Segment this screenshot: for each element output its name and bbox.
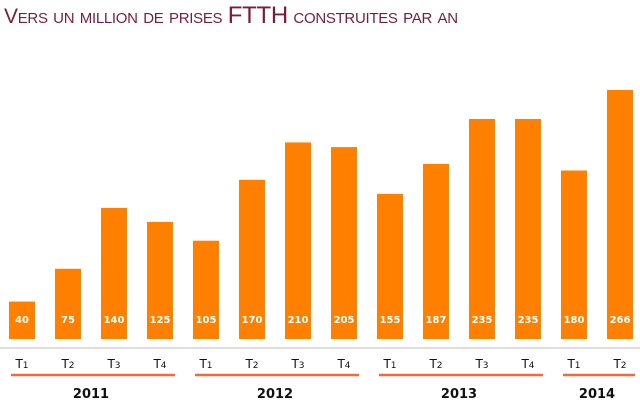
data-label: 125 <box>150 315 171 326</box>
year-label: 2014 <box>579 387 615 402</box>
chart-title: Vers un million de prises FTTH construit… <box>4 2 458 30</box>
data-label: 40 <box>15 315 29 326</box>
tick-label: T2 <box>244 357 258 371</box>
tick-label: T3 <box>474 357 488 371</box>
tick-label: T4 <box>336 357 350 371</box>
tick-label: T2 <box>60 357 74 371</box>
bar <box>377 193 403 339</box>
year-label: 2011 <box>73 387 109 402</box>
bar <box>469 119 495 339</box>
data-label: 170 <box>242 315 263 326</box>
data-label: 187 <box>426 315 447 326</box>
bar <box>285 142 311 339</box>
bar <box>423 163 449 339</box>
title-ftth: FTTH <box>227 2 288 29</box>
bar <box>101 207 127 339</box>
tick-label: T3 <box>106 357 120 371</box>
data-label: 235 <box>518 315 539 326</box>
bar <box>9 301 35 339</box>
tick-label: T4 <box>520 357 534 371</box>
bar <box>55 268 81 339</box>
data-label: 266 <box>610 315 631 326</box>
year-label: 2013 <box>441 387 477 402</box>
year-label: 2012 <box>257 387 293 402</box>
bar <box>515 119 541 339</box>
data-label: 75 <box>61 315 75 326</box>
data-label: 105 <box>196 315 217 326</box>
data-label: 235 <box>472 315 493 326</box>
bar <box>561 170 587 339</box>
tick-label: T1 <box>382 357 396 371</box>
bar <box>607 90 633 339</box>
tick-label: T2 <box>428 357 442 371</box>
tick-label: T1 <box>566 357 580 371</box>
bar <box>331 147 357 339</box>
bar <box>239 179 265 339</box>
bar <box>193 240 219 339</box>
tick-label: T1 <box>14 357 28 371</box>
title-part: Vers un million de prises <box>4 5 228 28</box>
data-label: 180 <box>564 315 585 326</box>
tick-label: T3 <box>290 357 304 371</box>
tick-label: T2 <box>612 357 626 371</box>
tick-label: T1 <box>198 357 212 371</box>
data-label: 210 <box>288 315 309 326</box>
data-label: 205 <box>334 315 355 326</box>
tick-label: T4 <box>152 357 166 371</box>
data-label: 140 <box>104 315 125 326</box>
data-label: 155 <box>380 315 401 326</box>
title-part: construites par an <box>287 5 458 28</box>
bar <box>147 221 173 339</box>
